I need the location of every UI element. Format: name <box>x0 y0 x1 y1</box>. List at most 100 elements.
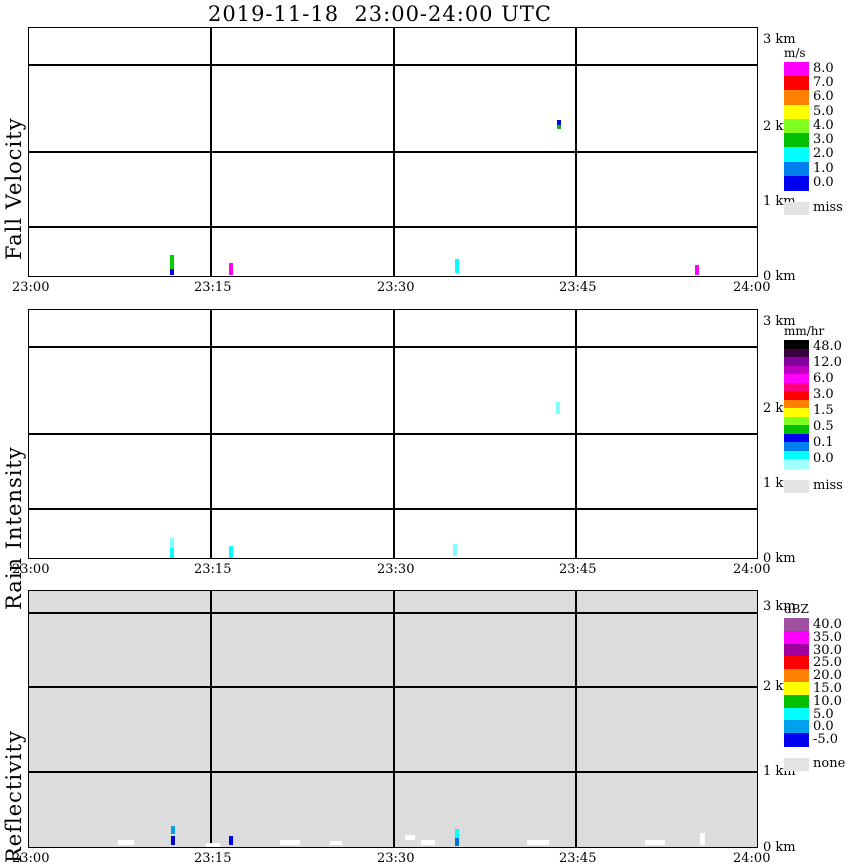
panel-label-fall-velocity: Fall Velocity <box>2 117 26 260</box>
gridline-vertical <box>210 309 212 559</box>
colorbar-band <box>784 694 809 709</box>
x-tick-label: 23:45 <box>559 851 597 866</box>
x-tick-label: 23:30 <box>377 562 415 577</box>
data-mark <box>170 548 174 558</box>
colorbar-band <box>784 391 809 401</box>
colorbar-tick-label: 35.0 <box>813 629 842 645</box>
panel-label-reflectivity: Reflectivity <box>2 730 26 863</box>
colorbar-band <box>784 175 809 191</box>
data-mark <box>206 843 220 847</box>
colorbar-band <box>784 656 809 670</box>
gridline-vertical <box>393 590 395 848</box>
data-mark <box>280 840 300 845</box>
colorbar-band <box>784 340 809 350</box>
colorbar-tick-label: 48.0 <box>813 339 842 354</box>
x-tick-label: 24:00 <box>733 562 771 577</box>
gridline-vertical <box>210 590 212 848</box>
colorbar-band <box>784 382 809 392</box>
colorbar-band <box>784 90 809 106</box>
page-title: 2019-11-18 23:00-24:00 UTC <box>207 2 552 26</box>
colorbar-units-label: mm/hr <box>784 324 825 338</box>
colorbar-tick-label: 30.0 <box>813 642 842 658</box>
data-mark <box>556 402 560 414</box>
colorbar-band <box>784 669 809 683</box>
colorbar-band <box>784 720 809 734</box>
colorbar-band <box>784 374 809 384</box>
y-tick-label: 3 km <box>763 314 796 329</box>
colorbar-missing-label: miss <box>813 200 843 215</box>
data-mark <box>557 120 561 125</box>
y-tick-label: 3 km <box>763 599 796 614</box>
colorbar-tick-label: 6.0 <box>813 89 834 105</box>
colorbar-tick-label: 0.1 <box>813 435 834 450</box>
colorbar-band <box>784 365 809 375</box>
colorbar-band <box>784 399 809 409</box>
x-tick-label: 23:00 <box>12 851 50 866</box>
y-tick-label: 3 km <box>763 32 796 47</box>
colorbar-band <box>784 348 809 358</box>
colorbar-tick-label: 25.0 <box>813 655 842 671</box>
x-tick-label: 23:00 <box>12 562 50 577</box>
x-tick-label: 24:00 <box>733 280 771 295</box>
x-tick-label: 23:45 <box>559 562 597 577</box>
y-tick-label: 0 km <box>763 840 796 855</box>
colorbar-band <box>784 643 809 657</box>
data-mark <box>557 125 561 129</box>
colorbar-band <box>784 416 809 426</box>
data-mark <box>171 826 175 834</box>
colorbar-band <box>784 459 809 469</box>
colorbar-band <box>784 442 809 452</box>
gridline-vertical <box>393 309 395 559</box>
colorbar-band <box>784 630 809 645</box>
colorbar-missing-swatch <box>784 202 809 215</box>
colorbar-missing-label: miss <box>813 478 843 493</box>
data-mark <box>170 538 174 548</box>
colorbar-tick-label: -5.0 <box>813 732 839 748</box>
colorbar-band <box>784 682 809 696</box>
x-tick-label: 23:45 <box>559 280 597 295</box>
colorbar-tick-label: 7.0 <box>813 75 834 91</box>
colorbar-band <box>784 118 809 134</box>
y-tick-label: 0 km <box>763 269 796 284</box>
colorbar-tick-label: 3.0 <box>813 387 834 402</box>
colorbar-band <box>784 425 809 435</box>
data-mark <box>700 833 705 845</box>
data-mark <box>455 829 459 838</box>
data-mark <box>527 840 549 845</box>
colorbar-tick-label: 3.0 <box>813 132 834 148</box>
colorbar-band <box>784 733 809 747</box>
gridline-vertical <box>575 309 577 559</box>
colorbar-tick-label: 12.0 <box>813 355 842 370</box>
gridline-vertical <box>575 590 577 848</box>
colorbar-tick-label: 5.0 <box>813 103 834 119</box>
colorbar-tick-label: 6.0 <box>813 371 834 386</box>
colorbar-tick-label: 0.0 <box>813 719 834 735</box>
colorbar-units-label: dBZ <box>784 602 809 616</box>
data-mark <box>330 841 342 845</box>
colorbar-band <box>784 76 809 92</box>
data-mark <box>695 265 699 275</box>
data-mark <box>171 836 175 845</box>
data-mark <box>229 546 233 558</box>
data-mark <box>118 840 134 845</box>
colorbar-tick-label: 4.0 <box>813 117 834 133</box>
colorbar-band <box>784 147 809 163</box>
colorbar-band <box>784 133 809 148</box>
colorbar-missing-swatch <box>784 480 809 493</box>
colorbar-tick-label: 0.0 <box>813 451 834 466</box>
x-tick-label: 24:00 <box>733 851 771 866</box>
gridline-vertical <box>575 27 577 277</box>
x-tick-label: 23:15 <box>194 562 232 577</box>
x-tick-label: 23:00 <box>12 280 50 295</box>
colorbar-tick-label: 20.0 <box>813 668 842 684</box>
data-mark <box>229 263 233 275</box>
colorbar-tick-label: 2.0 <box>813 146 834 162</box>
colorbar-tick-label: 1.0 <box>813 160 834 176</box>
colorbar-band <box>784 104 809 120</box>
gridline-vertical <box>393 27 395 277</box>
x-tick-label: 23:15 <box>194 280 232 295</box>
colorbar-tick-label: 0.5 <box>813 419 834 434</box>
colorbar-tick-label: 8.0 <box>813 61 834 76</box>
colorbar-band <box>784 450 809 461</box>
data-mark <box>453 544 457 556</box>
